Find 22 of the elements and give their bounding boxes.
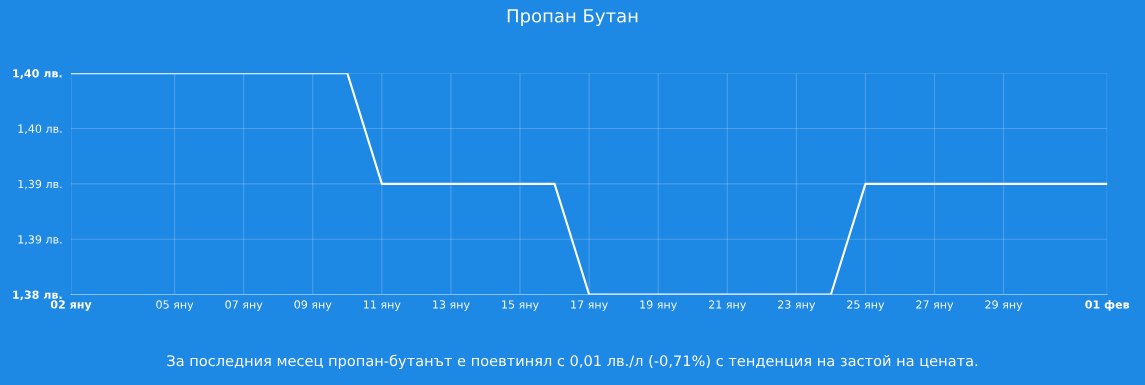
x-tick-label: 19 яну — [640, 300, 677, 311]
x-tick-label: 17 яну — [571, 300, 608, 311]
y-tick-label: 1,40 лв. — [13, 69, 62, 79]
x-tick-label: 07 яну — [225, 300, 263, 311]
y-tick-label: 1,38 лв. — [13, 290, 62, 301]
x-tick-label: 21 яну — [708, 300, 747, 311]
x-tick-label: 27 яну — [916, 300, 954, 311]
y-tick-label: 1,39 лв. — [18, 235, 62, 245]
x-tick-label: 09 яну — [294, 300, 332, 311]
x-tick-label: 11 яну — [363, 300, 401, 311]
x-tick-label: 29 яну — [985, 300, 1023, 311]
x-tick-label: 01 фев — [1085, 300, 1130, 311]
x-tick-label: 25 яну — [847, 300, 885, 311]
x-tick-label: 02 яну — [50, 300, 92, 311]
y-tick-label: 1,40 лв. — [18, 124, 62, 135]
x-tick-label: 15 яну — [502, 300, 539, 311]
y-tick-label: 1,39 лв. — [18, 179, 62, 190]
chart-title: Пропан Бутан — [507, 9, 638, 27]
text: За последния месец пропан-бутанът е поевтинял с 0,01 лв./л (-0,71%) с тенденция на застой на цената. — [167, 354, 978, 370]
x-tick-label: 23 яну — [778, 300, 816, 311]
x-tick-label: 13 яну — [433, 300, 470, 311]
x-tick-label: 05 яну — [156, 300, 194, 311]
